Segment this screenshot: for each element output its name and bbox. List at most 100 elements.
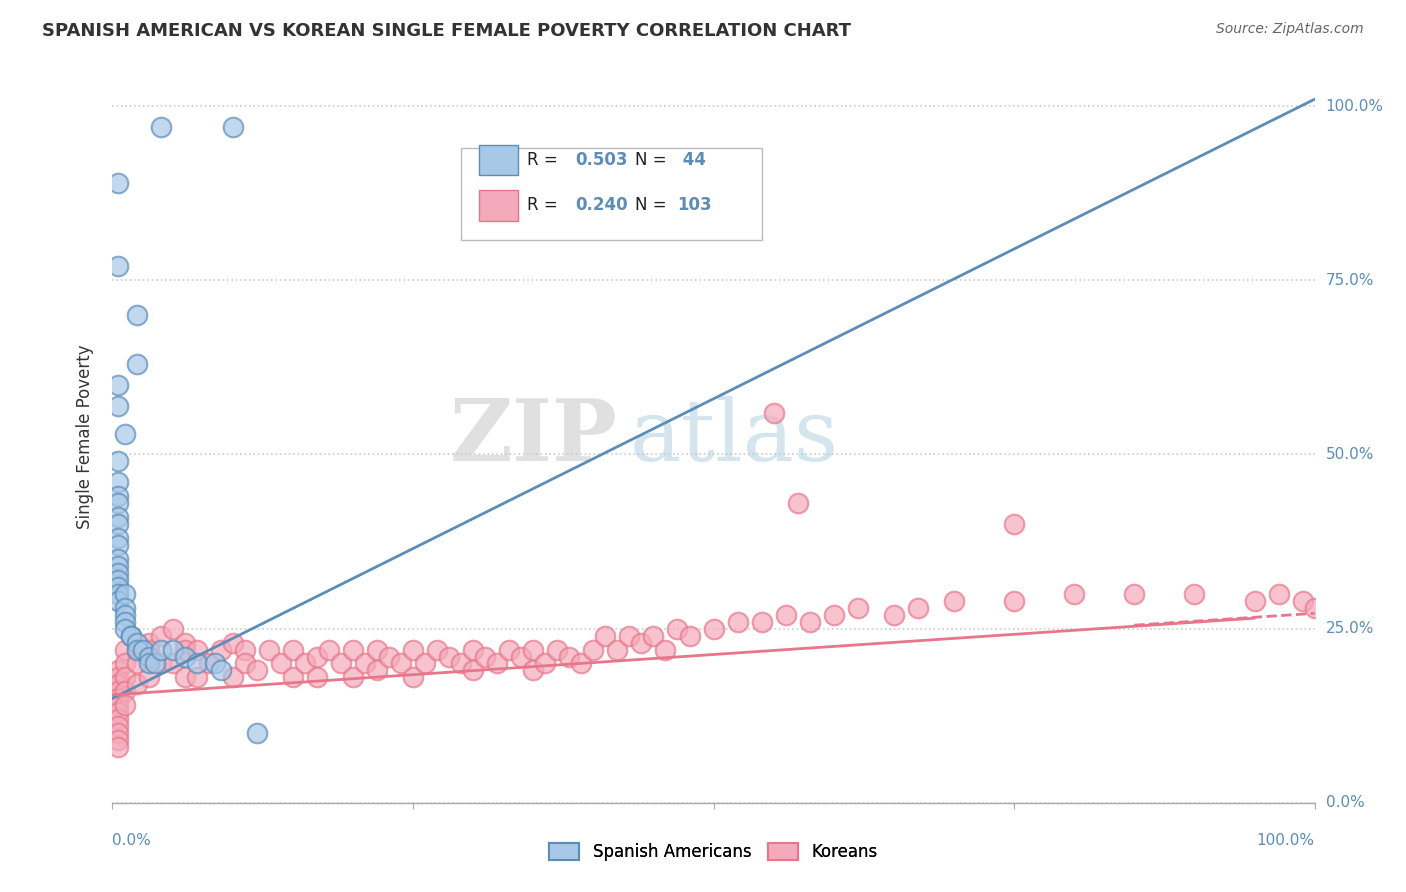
Point bbox=[114, 600, 136, 615]
Point bbox=[209, 642, 232, 657]
FancyBboxPatch shape bbox=[461, 148, 762, 240]
Point bbox=[413, 657, 436, 671]
Point bbox=[114, 426, 136, 441]
Point bbox=[402, 670, 425, 684]
Point bbox=[107, 726, 129, 740]
Point bbox=[120, 629, 142, 643]
Point bbox=[727, 615, 749, 629]
Point bbox=[107, 733, 129, 747]
Point bbox=[522, 664, 544, 678]
Point bbox=[1063, 587, 1085, 601]
Point bbox=[125, 657, 148, 671]
Point bbox=[114, 642, 136, 657]
Point bbox=[222, 635, 245, 649]
Point bbox=[510, 649, 533, 664]
Point bbox=[125, 308, 148, 322]
Point bbox=[329, 657, 352, 671]
Point bbox=[125, 677, 148, 691]
Point bbox=[143, 657, 166, 671]
Point bbox=[799, 615, 821, 629]
Text: SPANISH AMERICAN VS KOREAN SINGLE FEMALE POVERTY CORRELATION CHART: SPANISH AMERICAN VS KOREAN SINGLE FEMALE… bbox=[42, 22, 851, 40]
Point bbox=[942, 594, 965, 608]
Point bbox=[107, 558, 129, 573]
Point bbox=[107, 664, 129, 678]
Point bbox=[162, 642, 184, 657]
Point bbox=[125, 642, 148, 657]
Point bbox=[246, 726, 269, 740]
Point bbox=[222, 670, 245, 684]
Legend: Spanish Americans, Koreans: Spanish Americans, Koreans bbox=[543, 836, 884, 868]
Point bbox=[305, 649, 328, 664]
Point bbox=[246, 664, 269, 678]
Text: 50.0%: 50.0% bbox=[1326, 447, 1374, 462]
Point bbox=[107, 496, 129, 510]
Point bbox=[120, 629, 142, 643]
Point bbox=[823, 607, 845, 622]
Point bbox=[281, 670, 304, 684]
Point bbox=[107, 176, 129, 190]
Point bbox=[107, 670, 129, 684]
Point bbox=[162, 657, 184, 671]
Point bbox=[558, 649, 581, 664]
Point bbox=[257, 642, 280, 657]
Point bbox=[114, 587, 136, 601]
Point bbox=[883, 607, 905, 622]
Point bbox=[1123, 587, 1146, 601]
Point bbox=[437, 649, 460, 664]
Text: 0.0%: 0.0% bbox=[1326, 796, 1364, 810]
Text: Source: ZipAtlas.com: Source: ZipAtlas.com bbox=[1216, 22, 1364, 37]
FancyBboxPatch shape bbox=[479, 190, 517, 220]
Text: atlas: atlas bbox=[630, 395, 838, 479]
Point bbox=[305, 670, 328, 684]
Point bbox=[606, 642, 628, 657]
Point bbox=[186, 657, 208, 671]
Text: R =: R = bbox=[527, 196, 564, 214]
Point bbox=[461, 664, 484, 678]
Point bbox=[107, 587, 129, 601]
Point bbox=[619, 629, 641, 643]
Point bbox=[450, 657, 472, 671]
Point bbox=[522, 642, 544, 657]
Point bbox=[222, 120, 245, 134]
Point bbox=[534, 657, 557, 671]
Point bbox=[138, 670, 160, 684]
Point bbox=[378, 649, 401, 664]
Point bbox=[461, 642, 484, 657]
Point bbox=[1002, 517, 1025, 532]
Point bbox=[114, 607, 136, 622]
Point bbox=[107, 475, 129, 490]
Point bbox=[1303, 600, 1326, 615]
Point bbox=[1267, 587, 1289, 601]
Text: N =: N = bbox=[636, 151, 672, 169]
Point bbox=[702, 622, 725, 636]
Point bbox=[107, 573, 129, 587]
FancyBboxPatch shape bbox=[479, 145, 517, 175]
Text: 25.0%: 25.0% bbox=[1326, 621, 1374, 636]
Point bbox=[197, 657, 219, 671]
Point bbox=[474, 649, 496, 664]
Point bbox=[107, 517, 129, 532]
Point bbox=[643, 629, 665, 643]
Point bbox=[131, 642, 153, 657]
Point bbox=[114, 670, 136, 684]
Text: 103: 103 bbox=[678, 196, 711, 214]
Point bbox=[595, 629, 617, 643]
Point bbox=[751, 615, 773, 629]
Point bbox=[389, 657, 412, 671]
Point bbox=[107, 552, 129, 566]
Point bbox=[107, 580, 129, 594]
Point bbox=[162, 622, 184, 636]
Point bbox=[107, 740, 129, 755]
Point bbox=[1243, 594, 1265, 608]
Point bbox=[426, 642, 449, 657]
Point bbox=[107, 705, 129, 719]
Point bbox=[107, 454, 129, 468]
Point bbox=[775, 607, 797, 622]
Y-axis label: Single Female Poverty: Single Female Poverty bbox=[76, 345, 94, 529]
Point bbox=[114, 698, 136, 713]
Point bbox=[107, 399, 129, 413]
Point bbox=[149, 120, 172, 134]
Point bbox=[107, 377, 129, 392]
Point bbox=[107, 531, 129, 545]
Point bbox=[149, 642, 172, 657]
